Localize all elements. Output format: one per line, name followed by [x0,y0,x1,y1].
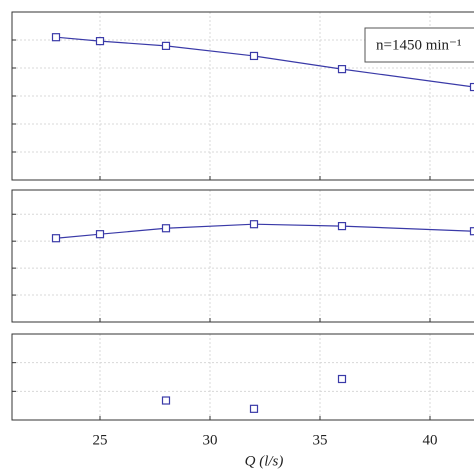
panel-frame [11,189,474,323]
marker [337,221,347,231]
marker [469,227,474,236]
panel-frame [11,11,474,181]
x-axis-label: Q (l/s) [245,453,284,469]
marker [337,65,347,74]
x-tick-label: 30 [203,432,218,448]
marker [161,224,171,233]
marker [51,33,61,42]
marker [249,404,259,413]
marker [337,374,347,384]
marker [161,41,171,50]
annotation: n=1450 min⁻¹ [376,37,461,53]
x-tick-label: 40 [423,432,438,448]
marker [249,220,259,229]
marker [51,234,61,243]
line [55,36,474,88]
line [55,223,474,239]
marker [161,396,171,405]
annotation-box [364,27,474,63]
panel-frame [11,333,474,421]
marker [95,230,105,239]
marker [95,37,105,46]
marker [249,51,259,61]
x-tick-label: 35 [313,432,328,448]
x-tick-label: 25 [93,432,108,448]
marker [469,82,474,92]
